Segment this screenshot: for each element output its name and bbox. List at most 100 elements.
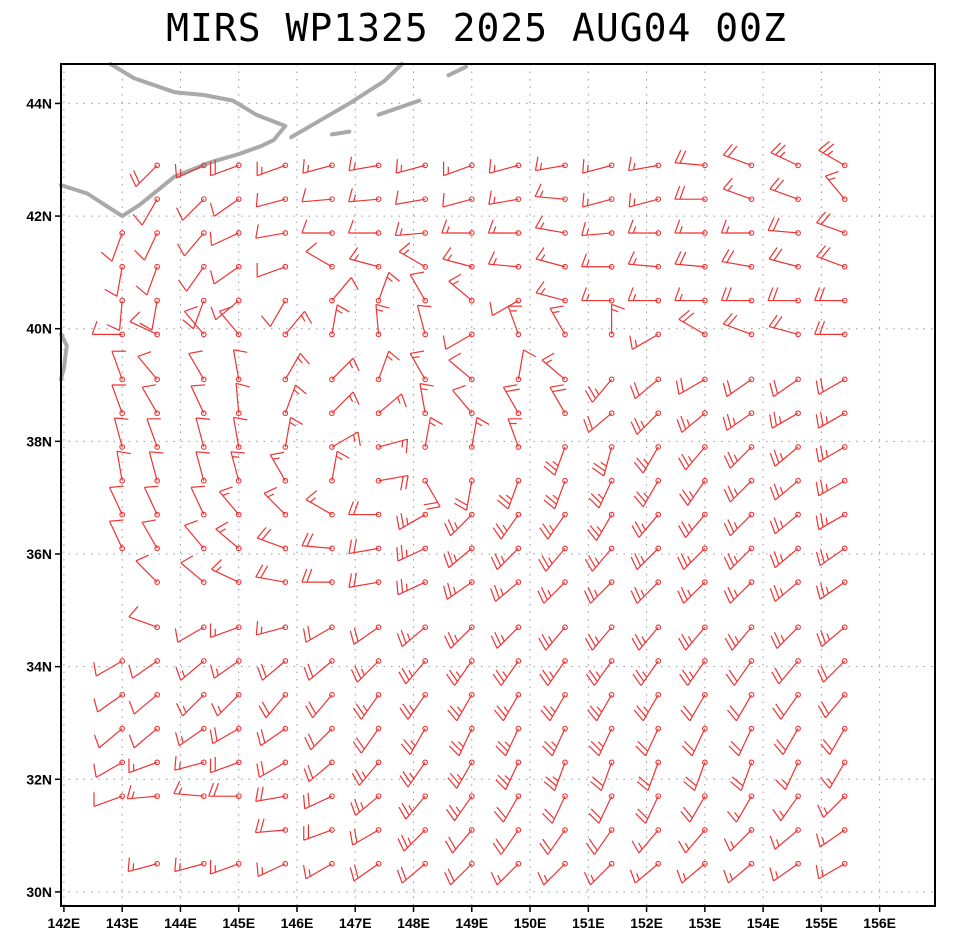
- barb-half-feather: [180, 736, 184, 744]
- barb-feather: [722, 177, 733, 190]
- barb-half-feather: [215, 566, 222, 573]
- barb-feather: [497, 774, 509, 786]
- barb-station-dot: [468, 579, 475, 586]
- barb-feather: [537, 590, 545, 604]
- barb-feather: [773, 631, 781, 646]
- wind-barb: [395, 190, 429, 205]
- barb-feather: [133, 170, 141, 184]
- barb-feather: [488, 190, 492, 205]
- barb-station-dot: [748, 196, 755, 203]
- barb-station-dot: [468, 297, 475, 304]
- barb-station-dot: [282, 376, 289, 383]
- barb-station-dot: [515, 444, 522, 450]
- tick-label-lat: 42N: [26, 208, 52, 224]
- barb-half-feather: [386, 276, 393, 283]
- wind-barb: [174, 162, 207, 179]
- barb-feather: [355, 737, 365, 750]
- barb-feather: [541, 555, 550, 568]
- barb-station-dot: [515, 410, 522, 417]
- barb-feather: [93, 698, 99, 713]
- barb-station-dot: [515, 860, 522, 867]
- barb-half-feather: [825, 552, 829, 560]
- wind-barb: [208, 782, 242, 800]
- wind-barb: [815, 860, 848, 880]
- coastline-segment: [59, 62, 288, 219]
- barb-feather: [584, 389, 593, 403]
- barb-staff: [776, 626, 799, 649]
- barb-station-dot: [200, 331, 207, 338]
- barb-feather: [727, 145, 738, 158]
- barb-feather: [494, 553, 502, 567]
- barb-station-dot: [119, 725, 126, 732]
- barb-feather: [402, 703, 412, 716]
- barb-half-feather: [642, 671, 648, 678]
- barb-feather: [449, 705, 460, 717]
- wind-barb: [495, 759, 522, 790]
- wind-barb: [636, 759, 662, 792]
- wind-barb: [141, 384, 160, 417]
- barb-feather: [674, 219, 681, 234]
- barb-half-feather: [493, 196, 496, 204]
- wind-barb: [495, 725, 522, 757]
- barb-staff: [182, 198, 205, 221]
- wind-barb: [543, 444, 568, 476]
- wind-barb: [442, 192, 475, 208]
- barb-staff: [116, 266, 123, 297]
- barb-staff: [784, 762, 799, 790]
- wind-barb: [209, 159, 242, 177]
- barb-feather: [260, 565, 269, 579]
- barb-feather: [769, 486, 776, 501]
- barb-station-dot: [154, 331, 160, 338]
- barb-feather: [543, 705, 553, 717]
- wind-barb: [301, 219, 335, 236]
- barb-station-dot: [468, 793, 475, 800]
- barb-station-dot: [608, 725, 615, 732]
- wind-barb: [209, 263, 242, 285]
- barb-feather: [490, 556, 498, 570]
- barb-staff: [284, 353, 301, 380]
- barb-staff: [255, 576, 286, 583]
- barb-half-feather: [297, 357, 303, 364]
- wind-barb: [128, 658, 160, 679]
- barb-feather: [815, 833, 821, 848]
- wind-barb: [539, 658, 568, 686]
- barb-staff: [729, 829, 752, 852]
- tick-label-lon: 155E: [805, 915, 838, 931]
- wind-barb: [507, 418, 523, 450]
- wind-barb: [493, 793, 522, 823]
- barb-feather: [398, 671, 407, 685]
- barb-station-dot: [468, 511, 475, 518]
- barb-station-dot: [282, 860, 289, 867]
- barb-staff: [210, 626, 239, 639]
- barb-staff: [261, 660, 286, 681]
- tick-label-lon: 143E: [106, 915, 139, 931]
- barb-station-dot: [795, 691, 801, 698]
- barb-station-dot: [329, 759, 335, 766]
- barb-station-dot: [329, 624, 335, 631]
- barb-staff: [694, 762, 706, 791]
- wind-barb: [254, 818, 289, 834]
- wind-barb: [772, 793, 801, 822]
- barb-feather: [214, 727, 218, 742]
- wind-barb: [444, 827, 475, 854]
- wind-barb: [816, 245, 848, 270]
- barb-feather: [305, 242, 318, 253]
- barb-feather: [583, 872, 591, 886]
- barb-feather: [678, 840, 687, 854]
- barb-half-feather: [399, 228, 403, 236]
- barb-half-feather: [727, 184, 733, 192]
- barb-staff: [173, 792, 204, 797]
- tick-label-lat: 32N: [26, 771, 52, 787]
- barb-feather: [630, 421, 638, 435]
- barb-station-dot: [841, 196, 848, 203]
- barb-staff: [146, 418, 158, 448]
- barb-feather: [773, 316, 783, 329]
- barb-station-dot: [701, 331, 708, 338]
- barb-half-feather: [821, 837, 825, 845]
- barb-feather: [444, 522, 452, 537]
- barb-feather: [257, 666, 263, 681]
- barb-feather: [775, 703, 785, 716]
- barb-staff: [456, 694, 473, 722]
- barb-staff: [401, 626, 426, 647]
- barb-feather: [631, 525, 640, 538]
